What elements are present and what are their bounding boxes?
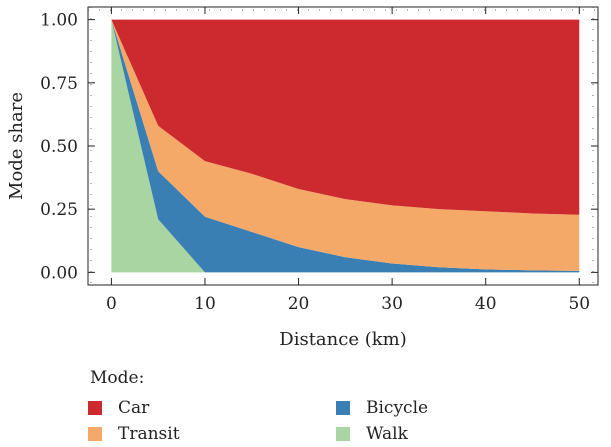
legend-swatch-bicycle	[336, 401, 350, 415]
legend-item-walk: Walk	[336, 424, 408, 444]
area-car	[111, 19, 580, 215]
x-tick-label: 30	[381, 294, 403, 314]
legend-swatch-transit	[88, 427, 102, 441]
legend-item-bicycle: Bicycle	[336, 398, 428, 418]
y-axis-label: Mode share	[6, 92, 27, 200]
x-tick-label: 0	[106, 294, 117, 314]
y-tick-label: 0.50	[40, 137, 78, 157]
legend-swatch-car	[88, 401, 102, 415]
legend-title: Mode:	[90, 368, 145, 388]
area-transit	[111, 19, 580, 271]
legend-item-transit: Transit	[88, 424, 180, 444]
legend-label-walk: Walk	[366, 424, 408, 444]
x-tick-label: 20	[288, 294, 310, 314]
legend: Mode: Car Bicycle Transit Walk	[88, 368, 608, 447]
x-axis-label: Distance (km)	[279, 329, 406, 350]
x-tick-label: 40	[475, 294, 497, 314]
legend-label-car: Car	[118, 398, 150, 418]
legend-label-transit: Transit	[118, 424, 180, 444]
x-tick-label: 10	[194, 294, 216, 314]
legend-swatch-walk	[336, 427, 350, 441]
y-tick-label: 1.00	[40, 11, 78, 31]
legend-item-car: Car	[88, 398, 149, 418]
legend-label-bicycle: Bicycle	[366, 398, 429, 418]
area-walk	[111, 19, 580, 273]
x-tick-label: 50	[568, 294, 590, 314]
mode-share-chart: 0 10 20 30 40 50 0.00 0.25 0.50 0.75 1.00 Distance …	[6, 6, 599, 350]
y-tick-label: 0.25	[40, 200, 78, 220]
y-tick-label: 0.75	[40, 74, 78, 94]
y-tick-label: 0.00	[40, 263, 78, 283]
